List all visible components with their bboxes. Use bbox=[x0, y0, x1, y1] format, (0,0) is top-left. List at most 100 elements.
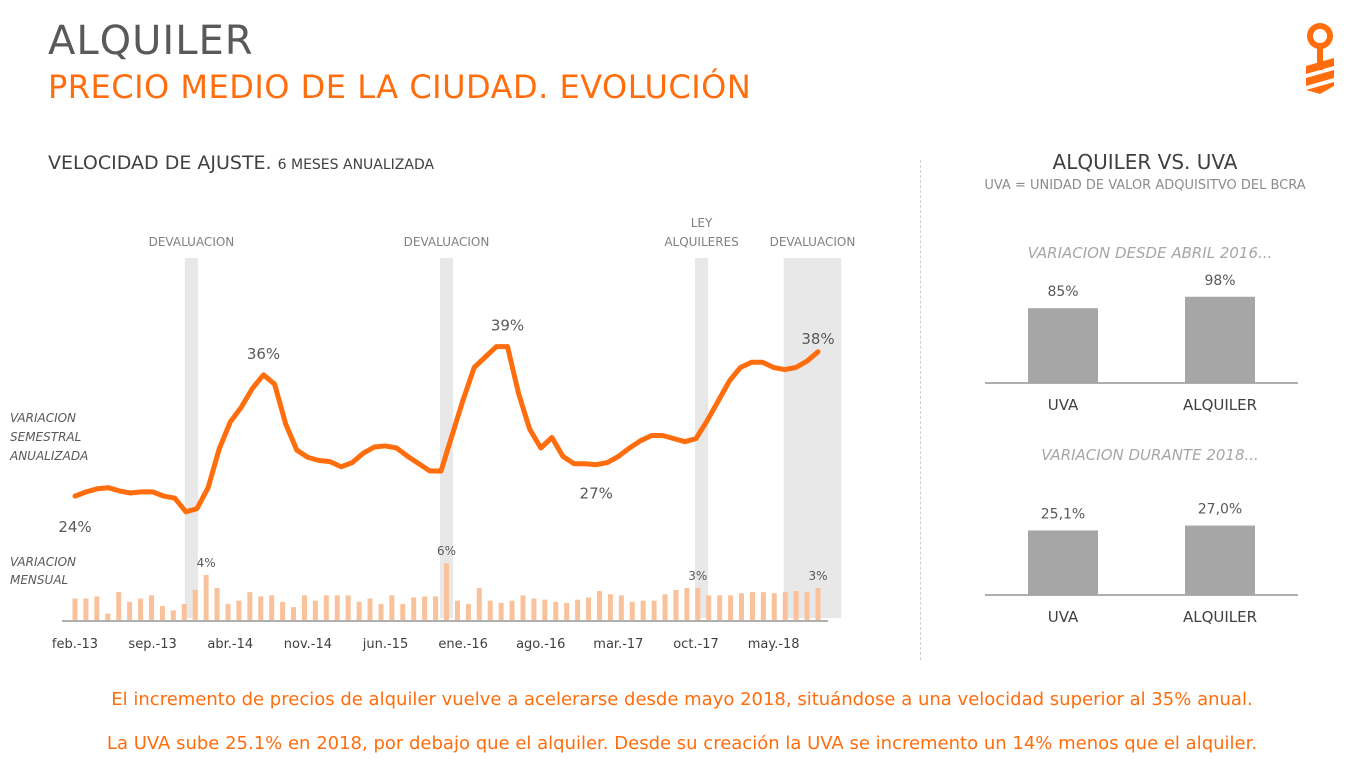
monthly-bar bbox=[586, 597, 592, 620]
monthly-bar bbox=[280, 601, 286, 620]
monthly-bar bbox=[334, 595, 340, 620]
line-series-label-2: SEMESTRAL bbox=[10, 430, 81, 444]
bar-series-label-1: VARIACION bbox=[10, 555, 76, 569]
monthly-bar bbox=[148, 595, 154, 620]
comparison-bar-value: 98% bbox=[1204, 273, 1235, 289]
monthly-bar bbox=[782, 592, 788, 620]
monthly-bar bbox=[138, 598, 144, 620]
x-tick-label: mar.-17 bbox=[593, 637, 643, 652]
comparison-bar-category: UVA bbox=[1048, 608, 1079, 626]
monthly-bar bbox=[553, 601, 559, 620]
monthly-bar bbox=[72, 598, 78, 620]
monthly-bar bbox=[170, 610, 176, 620]
monthly-bar bbox=[520, 595, 526, 620]
x-tick-label: ago.-16 bbox=[516, 637, 565, 652]
monthly-bar bbox=[607, 594, 613, 620]
comparison-bar-value: 27,0% bbox=[1198, 502, 1242, 518]
monthly-bar bbox=[771, 593, 777, 620]
event-band bbox=[184, 258, 198, 618]
monthly-bar bbox=[159, 606, 165, 620]
monthly-bar bbox=[422, 596, 428, 620]
key-logo-icon bbox=[1306, 23, 1334, 94]
monthly-bar bbox=[444, 563, 449, 620]
monthly-bar-label: 3% bbox=[808, 569, 827, 583]
monthly-bar bbox=[640, 600, 646, 620]
monthly-bar bbox=[411, 597, 417, 620]
monthly-bar bbox=[815, 587, 821, 620]
monthly-bar bbox=[291, 607, 297, 620]
page-subtitle: PRECIO MEDIO DE LA CIUDAD. EVOLUCIÓN bbox=[48, 68, 752, 106]
monthly-bar bbox=[509, 600, 515, 620]
monthly-bar bbox=[454, 600, 460, 620]
event-label: ALQUILERES bbox=[664, 235, 738, 249]
monthly-bar bbox=[356, 601, 362, 620]
monthly-bar bbox=[225, 603, 231, 620]
variation-since-april-2016-chart: VARIACION DESDE ABRIL 2016... 85% UVA 98% AL… bbox=[985, 244, 1298, 414]
monthly-bar bbox=[476, 587, 482, 620]
semester-variation-line bbox=[72, 344, 821, 515]
left-chart-title: VELOCIDAD DE AJUSTE. 6 MESES ANUALIZADA bbox=[48, 152, 434, 174]
right-panel-note: UVA = UNIDAD DE VALOR ADQUISITVO DEL BCR… bbox=[984, 178, 1306, 193]
monthly-bar bbox=[192, 590, 198, 620]
event-label: DEVALUACION bbox=[404, 235, 490, 249]
monthly-bar bbox=[695, 587, 701, 620]
comparison-bar bbox=[1028, 530, 1098, 595]
monthly-bar bbox=[749, 592, 755, 620]
monthly-bar bbox=[236, 600, 242, 620]
monthly-bar bbox=[367, 598, 373, 620]
comparison-bar bbox=[1185, 525, 1255, 595]
x-tick-label: ene.-16 bbox=[438, 637, 488, 652]
comparison-bar-value: 85% bbox=[1047, 284, 1078, 300]
line-value-label: 24% bbox=[58, 518, 91, 536]
monthly-bar bbox=[465, 603, 471, 620]
monthly-bar bbox=[651, 600, 657, 620]
footer-note-2: La UVA sube 25.1% en 2018, por debajo qu… bbox=[106, 733, 1258, 754]
line-series-label-3: ANUALIZADA bbox=[9, 449, 88, 463]
monthly-bar-label: 4% bbox=[197, 556, 216, 570]
comparison-bar bbox=[1185, 296, 1255, 383]
monthly-bar bbox=[728, 595, 734, 620]
monthly-bar bbox=[389, 595, 395, 620]
event-label: LEY bbox=[691, 216, 713, 230]
monthly-bar bbox=[760, 592, 766, 620]
left-chart-title-main: VELOCIDAD DE AJUSTE. bbox=[48, 152, 272, 174]
monthly-bar bbox=[378, 603, 384, 620]
monthly-bar-label: 3% bbox=[688, 569, 707, 583]
monthly-bar bbox=[258, 596, 264, 620]
line-value-label: 36% bbox=[247, 345, 280, 363]
monthly-bar bbox=[181, 603, 187, 620]
x-tick-label: sep.-13 bbox=[128, 637, 176, 652]
monthly-bar bbox=[618, 595, 624, 620]
monthly-bar bbox=[542, 599, 548, 620]
event-band bbox=[439, 258, 454, 618]
event-band bbox=[783, 258, 842, 618]
monthly-bar bbox=[312, 600, 318, 620]
comparison-bar-value: 25,1% bbox=[1041, 506, 1085, 522]
monthly-bar bbox=[531, 598, 537, 620]
x-tick-label: nov.-14 bbox=[284, 637, 332, 652]
comparison-bar bbox=[1028, 308, 1098, 383]
page-title: ALQUILER bbox=[48, 18, 254, 64]
x-tick-label: abr.-14 bbox=[207, 637, 253, 652]
monthly-bar bbox=[673, 590, 679, 620]
variation-during-2018-chart: VARIACION DURANTE 2018... 25,1% UVA 27,0% AL… bbox=[985, 446, 1298, 626]
left-chart-title-suffix: 6 MESES ANUALIZADA bbox=[277, 157, 435, 173]
monthly-bar bbox=[662, 594, 668, 620]
monthly-bar-label: 6% bbox=[437, 544, 456, 558]
monthly-bar bbox=[575, 599, 581, 620]
bar-chart-title: VARIACION DURANTE 2018... bbox=[1041, 446, 1259, 464]
footer-note-1: El incremento de precios de alquiler vue… bbox=[111, 689, 1253, 710]
comparison-bar-category: ALQUILER bbox=[1183, 608, 1257, 626]
monthly-bar bbox=[269, 595, 275, 620]
event-label: DEVALUACION bbox=[149, 235, 235, 249]
monthly-bar bbox=[400, 603, 406, 620]
rent-speed-chart: DEVALUACION DEVALUACION LEY ALQUILERES DEVAL… bbox=[9, 216, 855, 652]
monthly-bar bbox=[564, 602, 570, 620]
monthly-bar bbox=[116, 592, 122, 620]
right-panel-title: ALQUILER VS. UVA bbox=[1052, 150, 1238, 174]
monthly-bar bbox=[345, 595, 351, 620]
monthly-bar bbox=[301, 595, 307, 620]
monthly-bar bbox=[684, 587, 690, 620]
x-tick-label: jun.-15 bbox=[362, 637, 408, 652]
monthly-bar bbox=[323, 595, 329, 620]
